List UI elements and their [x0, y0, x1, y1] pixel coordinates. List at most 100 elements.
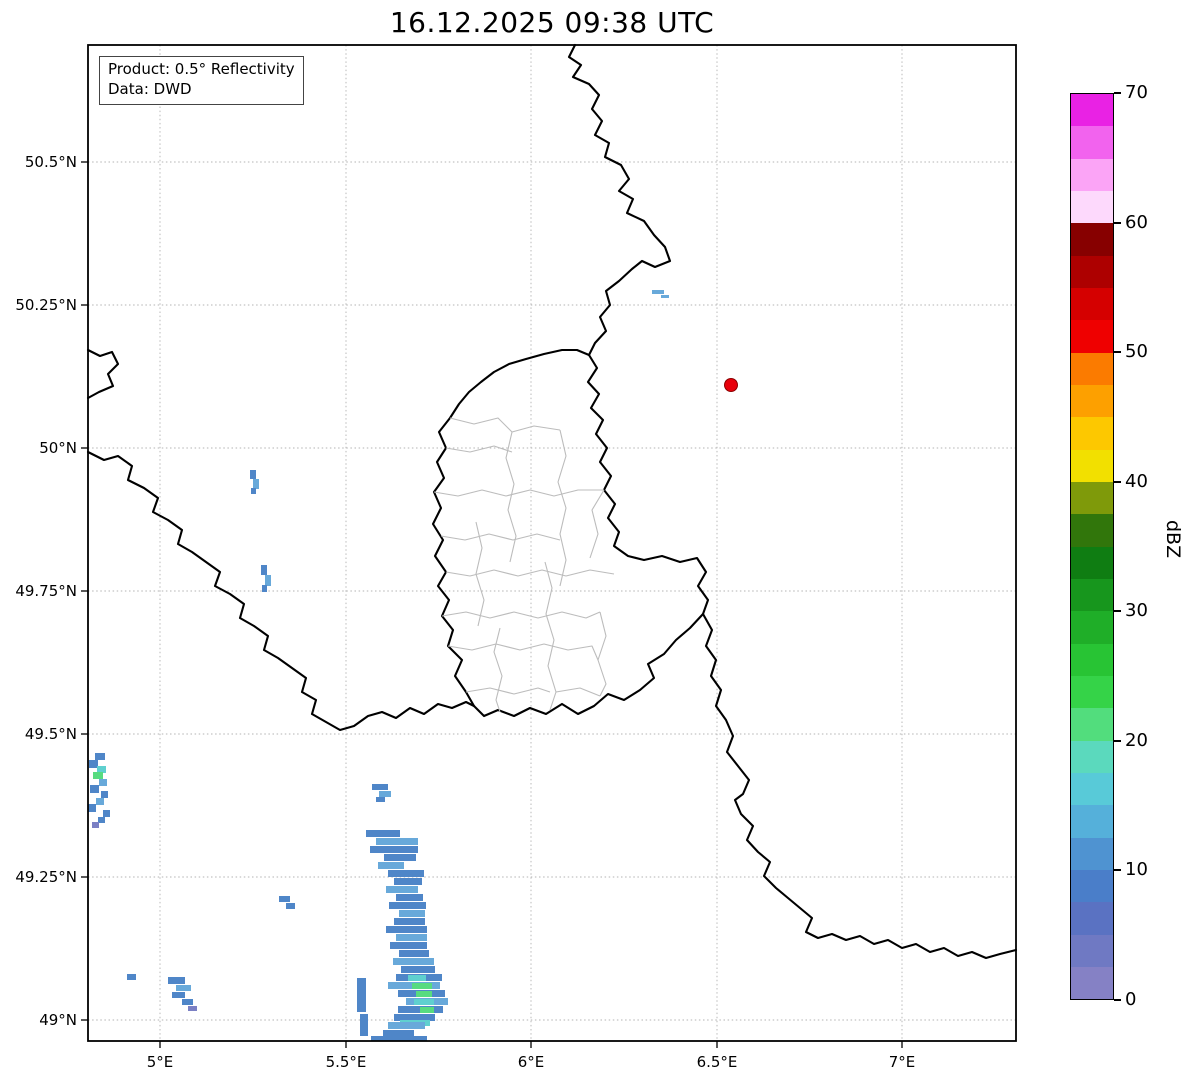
- colorbar-segment: [1071, 675, 1113, 709]
- product-info-box: Product: 0.5° Reflectivity Data: DWD: [99, 56, 304, 105]
- colorbar-tick-label: 50: [1125, 341, 1148, 363]
- echo-pixel: [386, 926, 427, 933]
- colorbar-tick-label: 10: [1125, 859, 1148, 881]
- echo-pixel: [261, 565, 267, 575]
- echo-pixel: [262, 585, 267, 592]
- district-line: [449, 417, 513, 433]
- echo-pixel: [384, 854, 416, 861]
- colorbar-segment: [1071, 255, 1113, 288]
- echo-pixel: [370, 846, 418, 853]
- echo-pixel: [386, 886, 418, 893]
- echo-pixel: [93, 772, 103, 779]
- echo-pixel: [168, 977, 185, 984]
- colorbar-segment: [1071, 546, 1113, 579]
- district-line: [440, 533, 561, 541]
- echo-pixel: [389, 902, 426, 909]
- y-tick-label: 49°N: [39, 1011, 77, 1029]
- echo-pixel: [396, 894, 423, 901]
- border-luxembourg: [431, 348, 710, 718]
- colorbar-segment: [1071, 869, 1113, 903]
- echo-pixel: [396, 934, 427, 941]
- echo-pixel: [366, 830, 400, 837]
- colorbar-segment: [1071, 902, 1113, 935]
- colorbar-tickmark: [1114, 92, 1121, 94]
- echo-pixel: [265, 575, 271, 586]
- colorbar: [1070, 93, 1114, 1000]
- x-tick-label: 5°E: [147, 1053, 174, 1071]
- border-belgium-france-west: [86, 348, 120, 400]
- district-line: [505, 431, 517, 563]
- echo-pixel: [376, 797, 385, 802]
- colorbar-segment: [1071, 320, 1113, 353]
- echo-pixel: [393, 958, 434, 965]
- echo-pixel: [360, 1014, 368, 1036]
- echo-pixel: [372, 784, 388, 790]
- colorbar-tickmark: [1114, 480, 1121, 483]
- echo-pixel: [388, 870, 424, 877]
- echo-pixel: [89, 760, 98, 768]
- echo-pixel: [92, 822, 99, 828]
- echo-pixel: [376, 838, 418, 845]
- figure-title: 16.12.2025 09:38 UTC: [389, 6, 715, 39]
- product-line: Product: 0.5° Reflectivity: [108, 60, 295, 78]
- gridlines: [88, 45, 1016, 1041]
- district-line: [555, 687, 601, 697]
- colorbar-segment: [1071, 643, 1113, 676]
- echo-pixel: [371, 1036, 427, 1041]
- echo-pixel: [88, 804, 96, 812]
- district-line: [447, 643, 599, 661]
- echo-pixel: [412, 983, 432, 989]
- echo-pixel: [379, 791, 391, 797]
- district-line: [589, 489, 605, 559]
- colorbar-segment: [1071, 287, 1113, 321]
- echo-pixel: [390, 942, 427, 949]
- colorbar-tick-label: 20: [1125, 729, 1148, 751]
- colorbar-segment: [1071, 772, 1113, 806]
- plot-frame: [87, 44, 1017, 1042]
- colorbar-segment: [1071, 805, 1113, 838]
- echo-pixel: [394, 1014, 435, 1021]
- district-line: [493, 627, 503, 713]
- radar-echoes: [88, 290, 669, 1041]
- colorbar-tick-label: 70: [1125, 82, 1148, 103]
- colorbar-segment: [1071, 158, 1113, 191]
- echo-pixel: [357, 978, 366, 1012]
- colorbar-tickmark: [1114, 739, 1121, 742]
- echo-pixel: [172, 992, 185, 998]
- colorbar-segment: [1071, 190, 1113, 224]
- luxembourg-district-borders: [433, 417, 615, 713]
- colorbar-tick-label: 60: [1125, 211, 1148, 233]
- echo-pixel: [176, 985, 191, 991]
- colorbar-tick-label: 30: [1125, 600, 1148, 622]
- colorbar-tickmark: [1114, 999, 1121, 1001]
- district-line: [445, 569, 615, 577]
- colorbar-segment: [1071, 223, 1113, 256]
- echo-pixel: [90, 785, 99, 793]
- y-tick-label: 49.5°N: [25, 725, 77, 743]
- district-line: [557, 429, 567, 587]
- colorbar-segment: [1071, 837, 1113, 870]
- y-tick-label: 49.75°N: [15, 582, 77, 600]
- border-belgium-germany: [567, 43, 672, 357]
- data-source-line: Data: DWD: [108, 79, 192, 98]
- echo-pixel: [383, 1030, 414, 1037]
- echo-pixel: [399, 950, 429, 957]
- country-borders: [86, 43, 1018, 960]
- axis-ticks: [81, 161, 903, 1048]
- colorbar-tickmark: [1114, 221, 1121, 224]
- echo-pixel: [401, 966, 435, 973]
- echo-pixel: [394, 918, 425, 925]
- echo-pixel: [416, 991, 432, 997]
- colorbar-segment: [1071, 966, 1113, 1000]
- colorbar-segment: [1071, 417, 1113, 450]
- echo-pixel: [399, 910, 425, 917]
- colorbar-segment: [1071, 514, 1113, 547]
- y-tick-label: 50.25°N: [15, 296, 77, 314]
- x-tick-label: 6.5°E: [697, 1053, 738, 1071]
- x-tick-label: 6°E: [518, 1053, 545, 1071]
- colorbar-segment: [1071, 578, 1113, 612]
- district-line: [597, 611, 607, 697]
- colorbar-tickmark: [1114, 351, 1121, 354]
- echo-pixel: [188, 1006, 197, 1011]
- colorbar-segment: [1071, 481, 1113, 515]
